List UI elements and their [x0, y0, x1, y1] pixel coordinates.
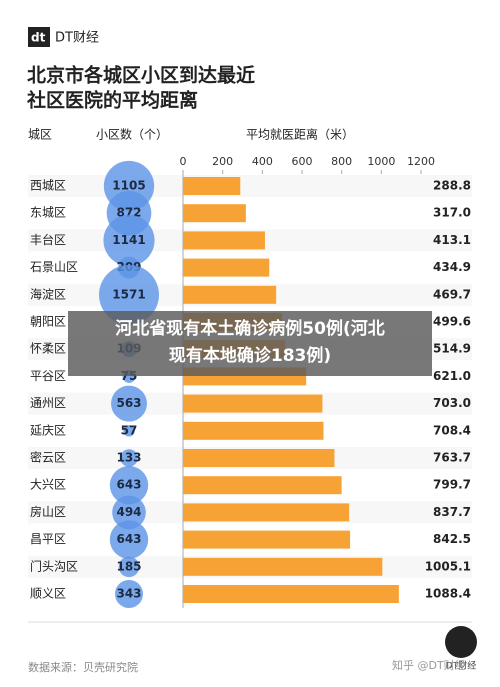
footer-logo: DT财经 [446, 660, 476, 672]
category-label: 丰台区 [30, 232, 66, 247]
value-label: 514.9 [433, 342, 471, 356]
bubble [112, 495, 146, 530]
value-label: 703.0 [433, 396, 471, 410]
source: 数据来源：贝壳研究院 [28, 660, 138, 674]
category-label: 东城区 [30, 206, 66, 220]
bubble [118, 556, 140, 578]
category-label: 门头沟区 [30, 558, 78, 573]
bubble-label: 643 [116, 478, 141, 492]
bar [183, 394, 323, 413]
bubble [111, 385, 147, 422]
bar [183, 285, 277, 304]
x-tick-label: 400 [252, 155, 273, 168]
value-label: 499.6 [433, 315, 471, 329]
value-label: 708.4 [433, 423, 471, 437]
x-tick-label: 600 [292, 155, 313, 168]
x-tick-label: 1200 [407, 155, 435, 168]
bar [183, 530, 351, 549]
value-label: 1088.4 [425, 587, 471, 601]
bubble [109, 466, 149, 505]
category-label: 密云区 [30, 450, 66, 465]
bubble-label: 343 [116, 587, 141, 601]
bubble [103, 214, 155, 266]
value-label: 317.0 [433, 206, 471, 220]
category-label: 延庆区 [30, 423, 66, 437]
value-label: 1005.1 [425, 559, 471, 573]
logo-box [28, 27, 50, 47]
category-label: 房山区 [30, 504, 66, 519]
category-label: 西城区 [30, 179, 66, 193]
value-label: 799.7 [433, 478, 471, 492]
bubble-label: 643 [116, 532, 141, 546]
headline: 现有本地确诊183例) [169, 345, 331, 366]
value-label: 413.1 [433, 233, 471, 247]
value-label: 469.7 [433, 287, 471, 301]
value-label: 621.0 [433, 369, 471, 383]
bubble [123, 425, 135, 437]
bar [183, 503, 350, 522]
headline: 河北省现有本土确诊病例50例(河北 [115, 318, 384, 339]
overlay: 河北省现有本土确诊病例50例(河北 现有本地确诊183例) [68, 311, 432, 376]
value-label: 837.7 [433, 505, 471, 519]
row-band [28, 175, 472, 197]
category-label: 朝阳区 [30, 315, 66, 329]
x-tick-label: 200 [212, 155, 233, 168]
bubble [120, 449, 138, 467]
x-tick-label: 0 [180, 155, 187, 168]
bubble-label: 133 [116, 451, 141, 465]
bubble-label: 1571 [112, 287, 145, 301]
headline-banner [68, 311, 432, 376]
bubble-label: 494 [116, 505, 141, 519]
category-label: 昌平区 [30, 532, 66, 546]
row-band [28, 202, 472, 225]
category-label: 通州区 [30, 396, 66, 410]
bar [183, 204, 246, 223]
bar [183, 231, 265, 250]
bubble-label: 1105 [112, 179, 145, 193]
bubble [109, 520, 149, 559]
category-label: 大兴区 [30, 478, 66, 492]
plot: 0 200 400 600 800 1000 1200 西城区 288.8 1105 东城区 317.… [28, 155, 472, 609]
chart-title: 社区医院的平均距离 [26, 89, 198, 112]
category-label: 怀柔区 [30, 342, 66, 356]
column-header: 平均就医距离（米） [246, 127, 354, 142]
value-label: 288.8 [433, 179, 471, 193]
bubble-label: 563 [116, 396, 141, 410]
category-label: 顺义区 [30, 587, 66, 601]
bar [183, 557, 383, 576]
category-label: 石景山区 [30, 260, 78, 274]
value-label: 842.5 [433, 532, 471, 546]
value-label: 434.9 [433, 260, 471, 274]
bubble [114, 579, 144, 609]
x-tick-label: 1000 [367, 155, 395, 168]
column-header: 小区数（个） [96, 127, 168, 142]
logo-mark: dt [31, 31, 46, 45]
chart-title: 北京市各城区小区到达最近 [27, 64, 255, 87]
bar [183, 449, 335, 467]
value-label: 763.7 [433, 451, 471, 465]
footer-logo-mark [445, 626, 477, 658]
bar [183, 258, 270, 277]
bubble-label: 185 [116, 559, 141, 573]
bar [183, 585, 399, 603]
bubble [99, 264, 159, 325]
category-label: 平谷区 [30, 369, 66, 383]
bar [183, 476, 342, 495]
bubble-label: 57 [121, 423, 138, 437]
column-header: 城区 [28, 128, 52, 142]
x-tick-label: 800 [331, 155, 352, 168]
bubble-label: 1141 [112, 233, 145, 247]
credit: 知乎 @DT财经 [392, 658, 466, 672]
bar [183, 177, 241, 195]
category-label: 海淀区 [30, 286, 66, 301]
logo: DT财经 [55, 31, 99, 46]
bar [183, 421, 324, 440]
